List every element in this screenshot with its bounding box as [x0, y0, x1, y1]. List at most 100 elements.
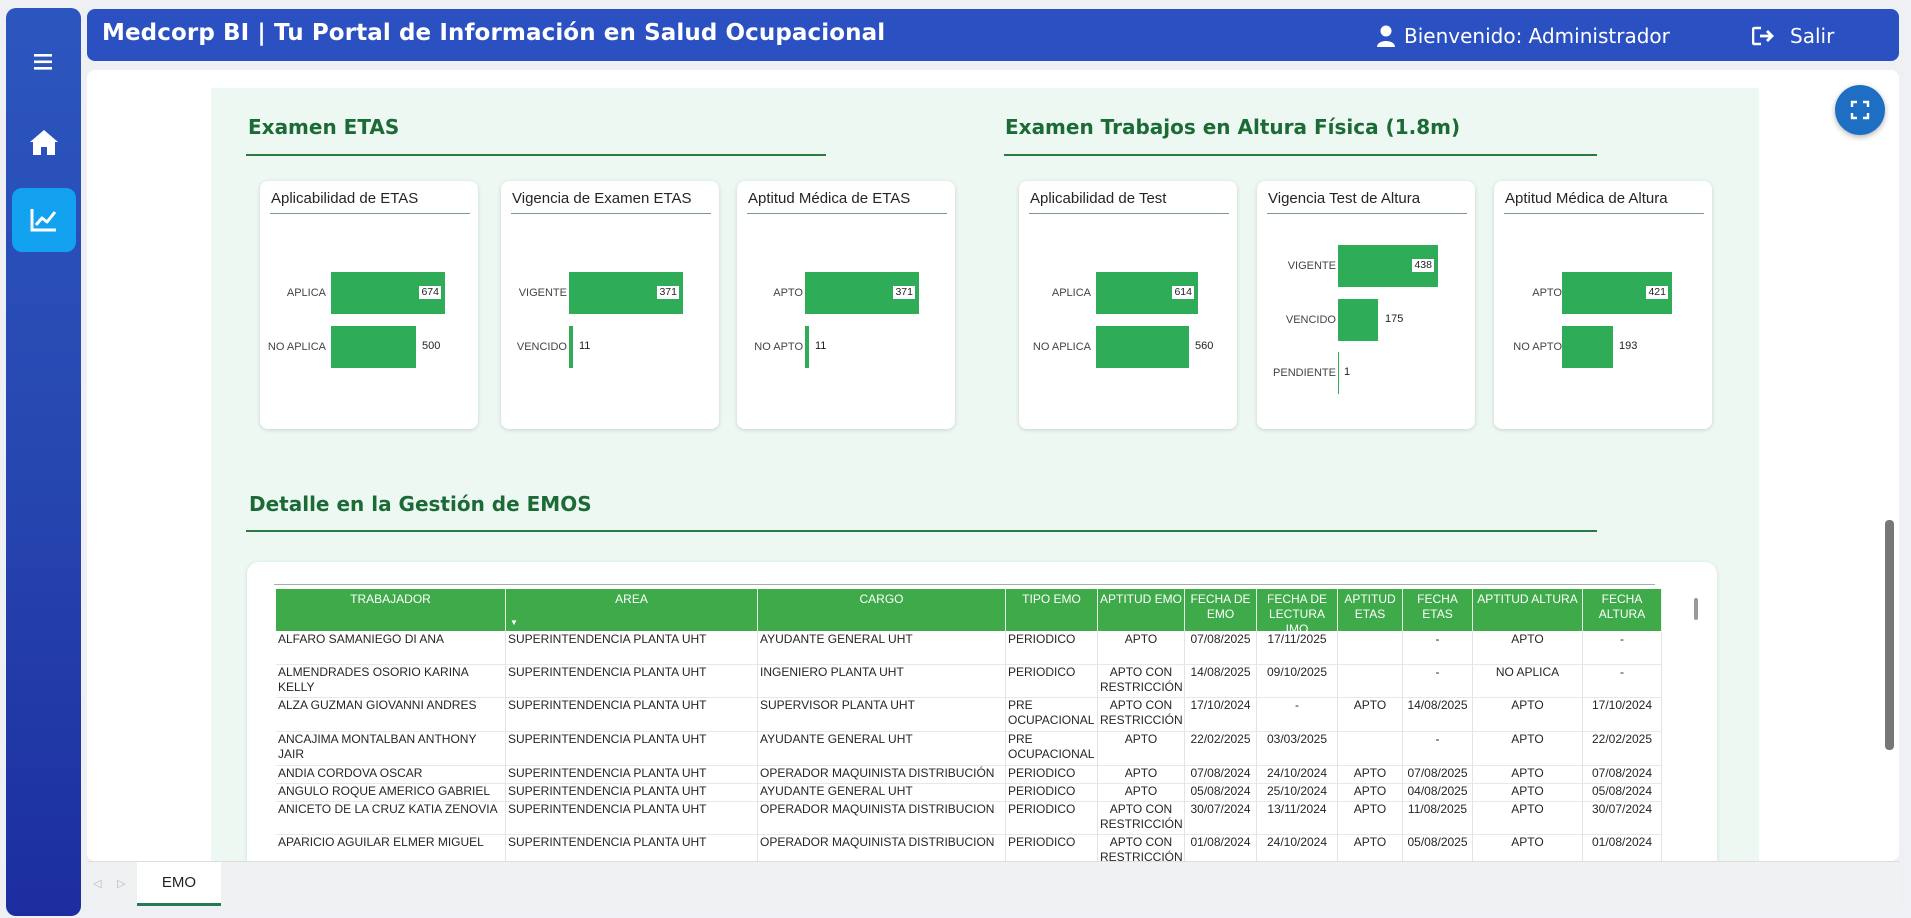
section-divider	[246, 154, 826, 156]
col-header-trabajador[interactable]: TRABAJADOR	[276, 589, 506, 631]
table-cell: 07/08/2024	[1583, 765, 1662, 783]
table-cell: 04/08/2025	[1403, 783, 1473, 801]
bar[interactable]	[1562, 326, 1613, 368]
bar-row: NO APTO 11	[737, 326, 955, 368]
table-row[interactable]: ANDIA CORDOVA OSCAR SUPERINTENDENCIA PLAN…	[276, 765, 1662, 784]
table-scrollbar[interactable]	[1694, 598, 1698, 620]
bar-value: 371	[893, 286, 915, 299]
table-cell: SUPERINTENDENCIA PLANTA UHT	[506, 631, 758, 664]
table-cell: -	[1583, 664, 1662, 697]
col-header-aptitud-etas[interactable]: APTITUD ETAS	[1338, 589, 1403, 631]
bar[interactable]: 371	[569, 272, 683, 314]
bar-row: APLICA 674	[260, 272, 478, 314]
col-header-fecha-etas[interactable]: FECHA ETAS	[1403, 589, 1473, 631]
tab-next-icon[interactable]: ▷	[117, 877, 126, 890]
col-header-tipo-emo[interactable]: TIPO EMO	[1006, 589, 1098, 631]
bar[interactable]: 614	[1096, 272, 1198, 314]
bar-value: 674	[419, 286, 441, 299]
table-cell: APTO	[1098, 631, 1185, 664]
table-cell: AYUDANTE GENERAL UHT	[758, 731, 1006, 765]
bar-row: VENCIDO 175	[1257, 299, 1475, 341]
card-title: Vigencia Test de Altura	[1268, 190, 1421, 207]
card-aplicabilidad-test: Aplicabilidad de Test APLICA 614 NO APLI…	[1019, 181, 1237, 429]
col-header-aptitud-altura[interactable]: APTITUD ALTURA	[1473, 589, 1583, 631]
table-cell: -	[1257, 697, 1338, 731]
bar-category: VENCIDO	[516, 341, 567, 353]
home-icon[interactable]	[12, 110, 76, 174]
table-cell: 14/08/2025	[1185, 664, 1257, 697]
table-cell: ALMENDRADES OSORIO KARINA KELLY	[276, 664, 506, 697]
table-row[interactable]: ALMENDRADES OSORIO KARINA KELLY SUPERINTE…	[276, 664, 1662, 698]
tab-prev-icon[interactable]: ◁	[93, 877, 102, 890]
bar[interactable]	[569, 326, 573, 368]
bar[interactable]	[1338, 352, 1339, 394]
table-cell: SUPERINTENDENCIA PLANTA UHT	[506, 765, 758, 783]
bar[interactable]: 438	[1338, 245, 1438, 287]
col-header-area[interactable]: AREA ▼	[506, 589, 758, 631]
table-row[interactable]: APARICIO AGUILAR ELMER MIGUEL SUPERINTEND…	[276, 834, 1662, 861]
tab-emo[interactable]: EMO	[137, 862, 221, 906]
table-cell: SUPERINTENDENCIA PLANTA UHT	[506, 731, 758, 765]
bar-category: APTO	[1532, 287, 1562, 299]
bar-value: 560	[1195, 340, 1214, 352]
table-cell: 30/07/2024	[1583, 801, 1662, 834]
table-cell: 03/03/2025	[1257, 731, 1338, 765]
bar[interactable]	[331, 326, 416, 368]
table-cell: 14/08/2025	[1403, 697, 1473, 731]
table-cell: ANDIA CORDOVA OSCAR	[276, 765, 506, 783]
logout-label: Salir	[1790, 24, 1835, 48]
bar-category: VIGENTE	[1287, 260, 1336, 272]
bar[interactable]	[1096, 326, 1189, 368]
card-title: Aplicabilidad de Test	[1030, 190, 1167, 207]
table-header: TRABAJADOR AREA ▼ CARGO TIPO EMO APTITUD …	[276, 589, 1662, 636]
bar-value: 421	[1646, 286, 1668, 299]
table-cell: -	[1583, 631, 1662, 664]
table-cell: PRE OCUPACIONAL	[1006, 731, 1098, 765]
table-cell: APTO	[1473, 783, 1583, 801]
bar-value: 1	[1344, 366, 1351, 378]
bar[interactable]	[1338, 299, 1378, 341]
logout-button[interactable]: Salir	[1752, 24, 1834, 48]
table-cell: 11/08/2025	[1403, 801, 1473, 834]
chart-line-icon[interactable]	[12, 188, 76, 252]
table-row[interactable]: ANICETO DE LA CRUZ KATIA ZENOVIA SUPERINT…	[276, 801, 1662, 835]
table-cell: -	[1403, 664, 1473, 697]
bar[interactable]: 674	[331, 272, 445, 314]
table-cell: SUPERINTENDENCIA PLANTA UHT	[506, 801, 758, 834]
col-header-fecha-emo[interactable]: FECHA DE EMO	[1185, 589, 1257, 631]
table-cell: APTO	[1473, 801, 1583, 834]
bar[interactable]: 371	[805, 272, 919, 314]
section-divider	[246, 530, 1597, 532]
bar[interactable]: 421	[1562, 272, 1672, 314]
table-row[interactable]: ALFARO SAMANIEGO DI ANA SUPERINTENDENCIA …	[276, 631, 1662, 665]
card-vigencia-altura: Vigencia Test de Altura VIGENTE 438 VENC…	[1257, 181, 1475, 429]
bar-row: VIGENTE 371	[501, 272, 719, 314]
section-title-etas: Examen ETAS	[248, 115, 400, 139]
bar-value: 11	[579, 340, 591, 352]
table-cell: AYUDANTE GENERAL UHT	[758, 783, 1006, 801]
bar[interactable]	[805, 326, 809, 368]
table-cell: 07/08/2025	[1185, 631, 1257, 664]
col-header-cargo[interactable]: CARGO	[758, 589, 1006, 631]
table-cell: APTO	[1338, 783, 1403, 801]
table-cell: APTO	[1338, 765, 1403, 783]
col-header-fecha-lectura[interactable]: FECHA DE LECTURA IMO	[1257, 589, 1338, 636]
table-cell: 22/02/2025	[1583, 731, 1662, 765]
table-row[interactable]: ALZA GUZMAN GIOVANNI ANDRES SUPERINTENDEN…	[276, 697, 1662, 732]
table-cell: 17/10/2024	[1583, 697, 1662, 731]
bar-category: APLICA	[286, 287, 326, 299]
card-aptitud-altura: Aptitud Médica de Altura APTO 421 NO APT…	[1494, 181, 1712, 429]
card-title: Vigencia de Examen ETAS	[512, 190, 692, 207]
bar-category: NO APLICA	[267, 341, 326, 353]
bar-category: NO APTO	[754, 341, 803, 353]
fullscreen-button[interactable]	[1835, 85, 1885, 135]
table-cell: APTO	[1338, 834, 1403, 861]
table-row[interactable]: ANGULO ROQUE AMERICO GABRIEL SUPERINTENDE…	[276, 783, 1662, 802]
col-header-fecha-altura[interactable]: FECHA ALTURA	[1583, 589, 1662, 631]
col-header-label: AREA	[615, 592, 648, 606]
table-row[interactable]: ANCAJIMA MONTALBAN ANTHONY JAIR SUPERINTE…	[276, 731, 1662, 766]
col-header-aptitud-emo[interactable]: APTITUD EMO	[1098, 589, 1185, 631]
menu-icon[interactable]	[12, 30, 76, 94]
table-cell	[1338, 731, 1403, 765]
page-scrollbar[interactable]	[1885, 520, 1894, 750]
